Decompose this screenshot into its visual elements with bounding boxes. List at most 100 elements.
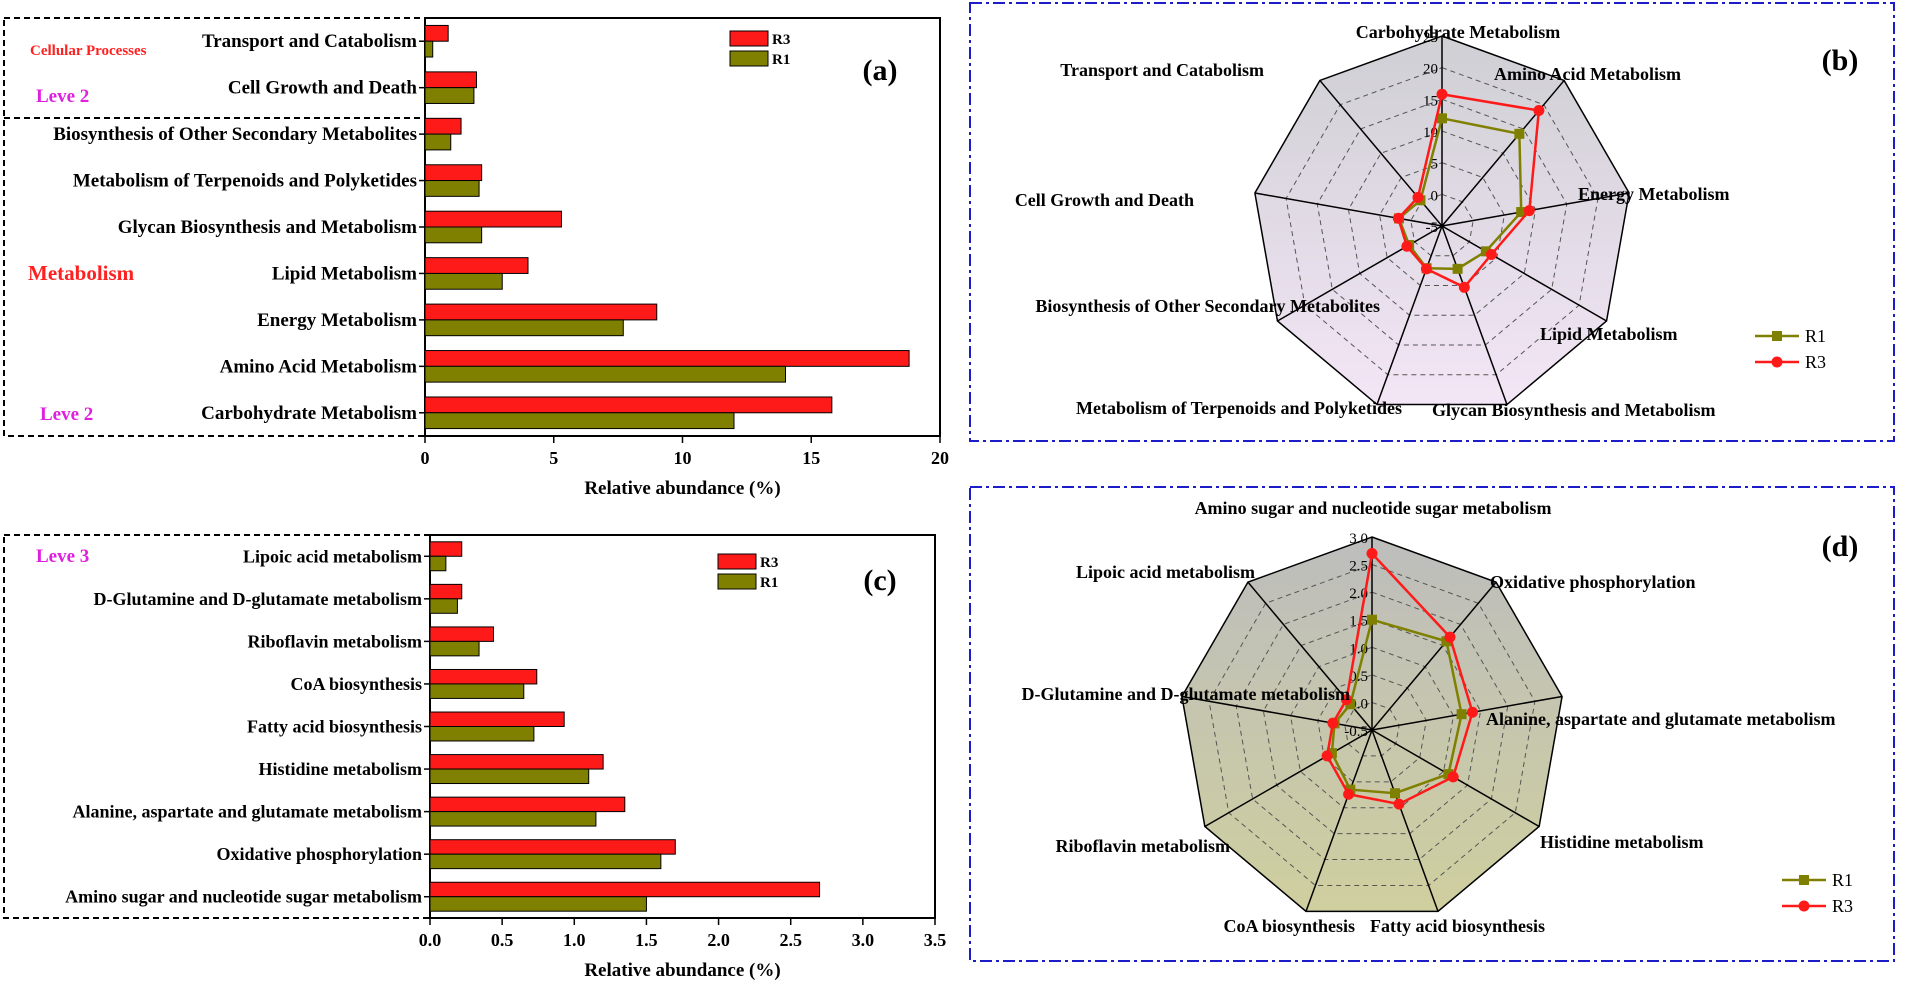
legend-label-r1: R1 (1832, 870, 1853, 890)
bar-r3 (429, 839, 676, 855)
bar-r3 (424, 164, 483, 182)
x-tick-label: 2.5 (779, 930, 802, 950)
radial-tick-label: 3.0 (1349, 531, 1368, 547)
radial-tick-label: 2.5 (1349, 559, 1368, 575)
axis-label: Alanine, aspartate and glutamate metabol… (1486, 709, 1836, 729)
radar-spoke (1441, 225, 1607, 322)
radar-line-r1 (1330, 618, 1463, 795)
radar-point-r3 (1466, 706, 1478, 718)
radar-grid-ring (1379, 162, 1505, 287)
category-label: Lipoic acid metabolism (243, 546, 422, 566)
axis-label: Cell Growth and Death (1015, 190, 1194, 210)
radar-point-r3 (1393, 798, 1405, 810)
bar-r1 (429, 726, 535, 742)
x-tick-label: 1.5 (635, 930, 658, 950)
radar-point-r1 (1437, 113, 1447, 124)
panel-frame (969, 2, 1895, 442)
panel-c-bar-chart: Amino sugar and nucleotide sugar metabol… (3, 534, 947, 981)
x-tick-label: 0.0 (419, 930, 442, 950)
bar-r3 (424, 210, 562, 228)
legend-swatch-r1 (729, 50, 769, 67)
category-label: Riboflavin metabolism (247, 631, 422, 651)
bar-r1 (424, 319, 624, 337)
axis-label: Histidine metabolism (1540, 832, 1704, 852)
radar-grid-ring (1317, 674, 1427, 783)
radar-grid-ring (1208, 564, 1536, 886)
radar-line-r3 (1396, 92, 1541, 289)
legend-marker-r1 (1772, 331, 1782, 341)
bar-r3 (424, 396, 833, 414)
axis-label: Lipid Metabolism (1540, 324, 1678, 344)
legend-label-r3: R3 (760, 555, 778, 571)
category-label: D-Glutamine and D-glutamate metabolism (94, 589, 422, 609)
radar-point-r1 (1441, 636, 1452, 647)
radar-point-r3 (1392, 212, 1404, 224)
radar-grid-ring (1316, 98, 1568, 346)
bar-r3 (429, 796, 626, 813)
category-label: CoA biosynthesis (290, 674, 422, 694)
radar-point-r1 (1456, 709, 1467, 720)
radial-tick-label: 0 (1431, 188, 1439, 204)
radar-line-r3 (1325, 550, 1474, 806)
radar-point-r1 (1345, 699, 1356, 710)
category-label: Fatty acid biosynthesis (247, 717, 422, 737)
bar-r1 (429, 555, 447, 572)
legend-label-r1: R1 (760, 575, 778, 591)
radar-line-r1 (1397, 116, 1523, 271)
legend-marker-r1 (1799, 875, 1809, 885)
radar-grid-ring (1290, 646, 1454, 809)
category-label: Transport and Catabolism (202, 31, 417, 52)
category-label: Carbohydrate Metabolism (201, 403, 417, 424)
x-tick-label: 3.0 (852, 930, 875, 950)
radar-point-r3 (1340, 694, 1352, 706)
x-tick-label: 0.5 (491, 930, 514, 950)
panel-label: (d) (1822, 530, 1859, 563)
radar-spoke (1254, 192, 1443, 227)
panel-label: (b) (1822, 44, 1859, 77)
category-label: Lipid Metabolism (272, 263, 417, 284)
radar-point-r1 (1326, 748, 1337, 759)
radar-spoke (1181, 695, 1373, 731)
bar-r3 (429, 583, 463, 600)
radar-point-r3 (1458, 281, 1470, 293)
radar-spoke (1371, 695, 1563, 731)
radar-point-r3 (1366, 548, 1378, 560)
radar-spoke (1277, 225, 1443, 322)
legend-marker-r3 (1798, 900, 1810, 912)
radar-point-r3 (1485, 249, 1497, 260)
radar-point-r3 (1523, 205, 1535, 217)
radar-spoke (1441, 192, 1630, 227)
radar-point-r1 (1516, 207, 1527, 218)
bar-r3 (424, 257, 529, 274)
radar-point-r3 (1533, 105, 1545, 117)
bar-r3 (429, 754, 604, 770)
radar-grid-ring (1410, 193, 1474, 257)
legend-swatch-r3 (717, 553, 757, 570)
category-label: Histidine metabolism (258, 759, 422, 779)
radial-tick-label: 1.5 (1349, 614, 1368, 630)
radar-grid-ring (1235, 591, 1509, 861)
x-tick-label: 1.0 (563, 930, 586, 950)
group-label-metabolism: Metabolism (28, 261, 135, 285)
x-tick-label: 3.5 (924, 930, 947, 950)
axis-label: CoA biosynthesis (1223, 916, 1355, 936)
axis-label: Fatty acid biosynthesis (1370, 916, 1545, 936)
x-tick-label: 15 (802, 448, 820, 468)
radar-spoke (1441, 225, 1508, 405)
bar-r1 (424, 226, 483, 244)
axis-label: Metabolism of Terpenoids and Polyketides (1076, 398, 1402, 418)
x-tick-label: 10 (674, 448, 692, 468)
legend-label-r1: R1 (772, 52, 790, 68)
radar-point-r1 (1452, 263, 1463, 274)
bar-r1 (424, 412, 735, 430)
axis-label: Amino Acid Metabolism (1494, 64, 1681, 84)
axis-label: Lipoic acid metabolism (1076, 562, 1255, 582)
radar-point-r3 (1343, 788, 1355, 800)
radial-tick-label: 20 (1423, 62, 1438, 78)
axis-label: Energy Metabolism (1578, 184, 1729, 204)
bar-r1 (429, 598, 458, 614)
radar-point-r3 (1327, 717, 1339, 729)
axis-label: Oxidative phosphorylation (1490, 572, 1696, 592)
